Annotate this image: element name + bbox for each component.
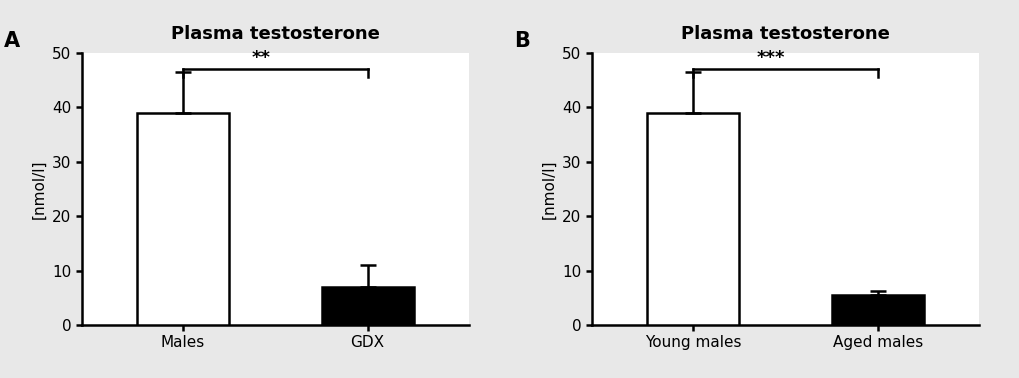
Y-axis label: [nmol/l]: [nmol/l] — [541, 159, 555, 219]
Text: ***: *** — [756, 48, 784, 67]
Bar — [830, 295, 923, 325]
Text: A: A — [4, 31, 20, 51]
Y-axis label: [nmol/l]: [nmol/l] — [32, 159, 46, 219]
Bar — [646, 113, 739, 325]
Title: Plasma testosterone: Plasma testosterone — [171, 25, 379, 43]
Bar — [321, 287, 414, 325]
Title: Plasma testosterone: Plasma testosterone — [681, 25, 889, 43]
Text: **: ** — [251, 48, 270, 67]
Text: B: B — [514, 31, 530, 51]
Bar — [137, 113, 229, 325]
